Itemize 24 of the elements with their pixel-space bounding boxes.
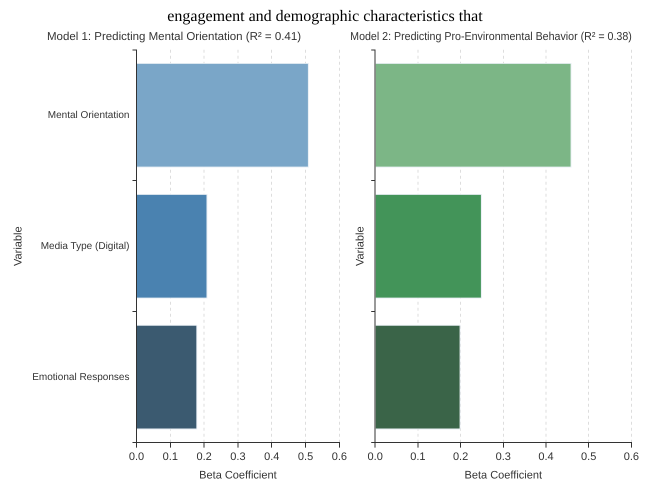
x-axis-title: Beta Coefficient	[464, 469, 542, 482]
y-axis-title: Variable	[354, 226, 367, 266]
chart-title: Model 1: Predicting Mental Orientation (R² = 0.41)	[46, 31, 302, 44]
chart-title: Model 2: Predicting Pro-Environmental Behavior (R² = 0.38)	[350, 30, 632, 44]
x-tick-label: 0.3	[496, 451, 511, 464]
x-axis-title: Beta Coefficient	[199, 469, 277, 482]
x-tick-label: 0.6	[624, 451, 640, 464]
x-tick-label: 0.2	[452, 451, 468, 464]
x-tick-label: 0.1	[410, 451, 426, 464]
y-tick-label: Mental Orientation	[48, 110, 130, 122]
text: engagement and demographic characteristics that	[166, 8, 484, 26]
y-tick-label: Emotional Responses	[32, 372, 130, 383]
x-tick-label: 0.6	[332, 451, 348, 464]
y-tick-label: Media Type (Digital)	[40, 240, 130, 252]
y-axis-title: Variable	[12, 226, 25, 266]
x-tick-label: 0.3	[230, 451, 246, 464]
x-tick-label: 0.2	[196, 451, 212, 464]
x-tick-label: 0.5	[581, 451, 596, 464]
x-tick-label: 0.5	[298, 451, 314, 464]
x-tick-label: 0.0	[368, 451, 383, 464]
x-tick-label: 0.0	[128, 451, 144, 464]
x-tick-label: 0.4	[538, 451, 554, 464]
x-tick-label: 0.4	[264, 451, 280, 464]
x-tick-label: 0.1	[162, 451, 178, 464]
